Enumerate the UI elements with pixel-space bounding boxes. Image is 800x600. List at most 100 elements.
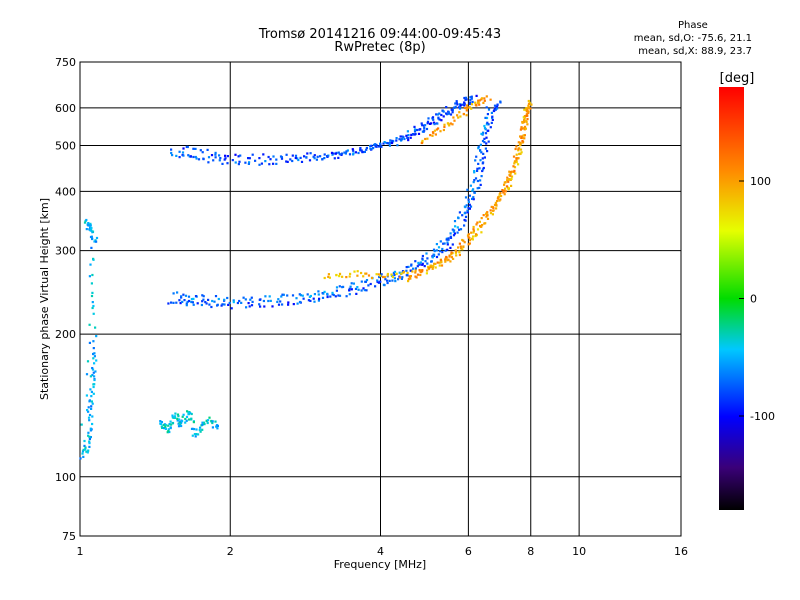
data-point <box>481 133 484 136</box>
data-point <box>439 130 442 133</box>
y-tick-label: 100 <box>55 471 76 484</box>
data-point <box>451 111 454 114</box>
y-tick-label: 300 <box>55 245 76 258</box>
data-point <box>80 423 83 426</box>
data-point <box>468 239 472 242</box>
data-point <box>291 159 294 163</box>
data-point <box>89 388 92 391</box>
data-point <box>489 209 492 212</box>
data-point <box>238 299 241 303</box>
data-point <box>483 222 486 225</box>
data-point <box>92 347 95 350</box>
data-point <box>490 121 493 124</box>
data-point <box>176 413 180 416</box>
data-point <box>457 216 460 219</box>
data-point <box>464 196 468 199</box>
data-point <box>204 301 207 304</box>
data-point <box>398 271 401 274</box>
data-point <box>212 159 215 162</box>
data-point <box>338 272 342 275</box>
data-point <box>87 410 90 413</box>
data-point <box>260 162 263 165</box>
data-point <box>219 157 222 160</box>
data-point <box>407 280 410 283</box>
data-point <box>482 131 485 134</box>
y-tick-label: 75 <box>62 530 76 543</box>
data-point <box>193 433 196 436</box>
data-point <box>168 423 171 426</box>
data-point <box>170 301 173 304</box>
data-point <box>504 187 507 190</box>
data-point <box>416 273 420 276</box>
data-point <box>330 151 334 154</box>
data-point <box>391 279 394 282</box>
colorbar-tick-label: 0 <box>750 293 757 306</box>
data-point <box>91 291 94 294</box>
data-point <box>462 245 465 248</box>
data-point <box>85 373 89 376</box>
data-point <box>420 141 424 144</box>
data-point <box>527 99 530 103</box>
data-point <box>285 153 288 156</box>
data-point <box>476 167 479 170</box>
data-point <box>362 150 365 154</box>
data-point <box>286 160 289 163</box>
data-point <box>413 133 416 136</box>
data-point <box>442 128 445 132</box>
data-point <box>269 158 272 161</box>
data-point <box>423 265 426 268</box>
data-point <box>271 305 274 308</box>
data-point <box>483 137 486 140</box>
data-point <box>465 98 468 101</box>
data-point <box>442 242 445 245</box>
data-point <box>370 144 373 147</box>
data-point <box>500 194 503 198</box>
data-point <box>441 247 444 251</box>
data-point <box>485 142 488 145</box>
data-point <box>390 274 394 277</box>
data-point <box>258 303 261 306</box>
data-point <box>94 239 97 242</box>
data-point <box>164 423 167 427</box>
data-point <box>323 153 326 156</box>
data-point <box>465 204 468 207</box>
data-point <box>223 158 226 161</box>
data-point <box>363 150 366 153</box>
data-point <box>326 292 329 295</box>
chart-title: Tromsø 20141216 09:44:00-09:45:43 <box>258 27 502 42</box>
data-point <box>419 273 422 277</box>
data-point <box>509 171 512 174</box>
data-point <box>338 275 341 278</box>
data-point <box>433 253 436 257</box>
data-point <box>489 98 492 101</box>
data-point <box>184 417 187 421</box>
data-point <box>471 197 474 200</box>
data-point <box>462 239 465 242</box>
data-point <box>433 123 436 126</box>
data-point <box>485 123 488 126</box>
data-point <box>409 277 412 280</box>
data-point <box>258 163 261 166</box>
data-point <box>93 355 96 358</box>
data-point <box>323 290 326 293</box>
data-point <box>458 107 462 110</box>
data-point <box>405 134 408 137</box>
data-point <box>461 214 464 217</box>
data-point <box>451 123 454 126</box>
data-point <box>180 421 183 424</box>
data-point <box>467 236 470 239</box>
data-point <box>492 109 495 113</box>
data-point <box>231 159 234 162</box>
data-point <box>478 99 481 102</box>
data-point <box>426 122 429 125</box>
data-point <box>486 217 490 220</box>
data-point <box>513 166 517 169</box>
data-point <box>396 144 399 147</box>
data-point <box>521 127 524 130</box>
data-point <box>237 163 240 166</box>
data-point <box>449 113 453 116</box>
data-point <box>486 121 489 124</box>
data-point <box>406 274 409 277</box>
data-point <box>327 273 330 276</box>
data-point <box>357 288 360 291</box>
